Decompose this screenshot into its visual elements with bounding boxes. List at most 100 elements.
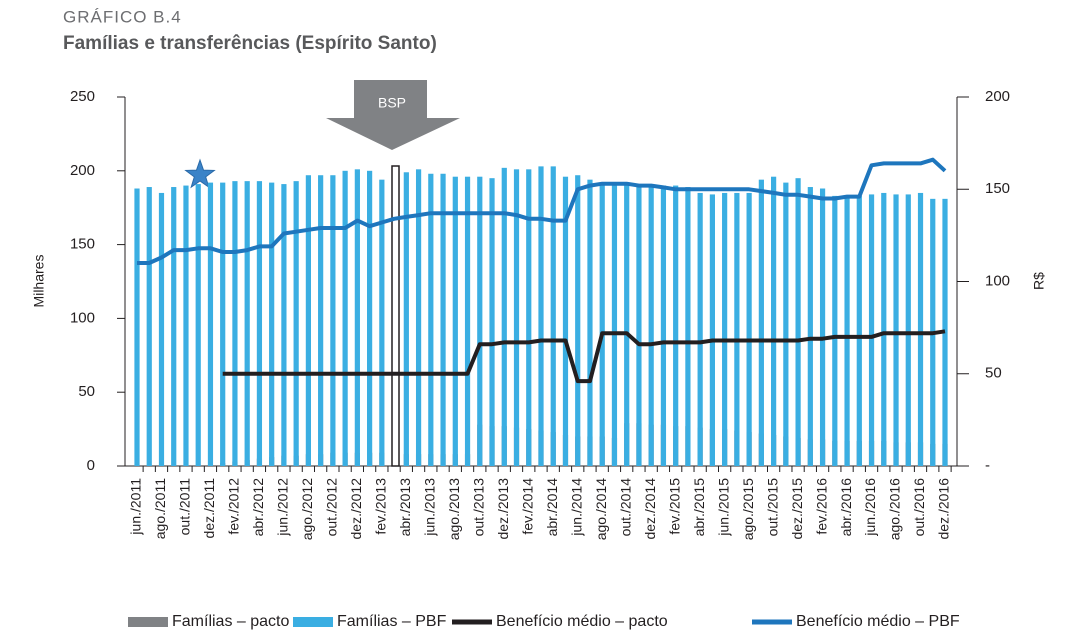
chart-subtitle: Famílias e transferências (Espírito Sant… [63,33,437,54]
x-tick-label: abr./2015 [691,478,707,537]
bar [881,192,887,466]
x-tick-label: dez./2015 [789,478,805,540]
bar [342,170,348,467]
star-marker [184,158,216,189]
bar [685,187,691,466]
bar [550,166,556,466]
bar [599,182,605,466]
bar [587,179,593,466]
bar [354,169,360,466]
x-tick-label: abr./2016 [838,478,854,537]
bar [440,173,446,466]
bar [562,176,569,467]
bar [611,182,618,466]
legend-swatch [293,617,333,627]
bar [905,194,911,466]
legend-label: Famílias – pacto [172,613,289,630]
bar [134,188,140,466]
bar [305,175,311,466]
x-tick-label: ago./2016 [887,478,903,540]
bar [917,192,924,466]
x-tick-label: jun./2013 [422,478,438,537]
bar [428,173,434,466]
bar [269,182,275,466]
bar [526,169,532,466]
x-tick-label: ago./2015 [740,478,756,540]
y-tick-label: 50 [78,383,95,400]
legend-swatch [128,617,168,627]
x-tick-label: jun./2014 [568,478,584,537]
bar [220,182,226,466]
bar [856,195,862,466]
x-tick-label: dez./2014 [642,478,658,540]
bar [330,175,336,466]
x-tick-label: fev./2012 [226,478,242,535]
x-tick-label: jun./2012 [275,478,291,537]
y2-tick-label: 100 [985,272,1010,289]
bar [709,194,715,466]
bar [868,194,875,466]
bar [819,188,826,466]
bar [636,184,642,467]
x-tick-label: fev./2015 [666,478,682,535]
bar [648,187,654,466]
bar [501,167,507,466]
x-tick-label: dez./2011 [201,478,217,539]
bar [158,192,165,466]
y-tick-label: 100 [70,309,95,326]
bar [367,170,373,467]
bar [832,195,838,466]
bar [513,169,520,466]
bar [403,172,409,466]
line [137,157,947,265]
x-tick-label: abr./2013 [397,478,413,537]
bar [538,166,544,466]
bar [783,182,789,466]
bar [758,179,764,466]
bar [281,184,287,467]
y-tick-label: 0 [87,457,95,474]
x-tick-label: out./2011 [177,478,193,536]
bar [624,184,630,467]
x-tick-label: dez./2012 [348,478,364,540]
bar [722,192,728,466]
bar [844,195,850,466]
bar [734,192,740,466]
bar [171,187,177,466]
arrow-shape [326,80,460,150]
y-axis-label: Milhares [31,255,47,308]
x-tick-label: out./2015 [764,478,780,537]
x-tick-label: fev./2013 [373,478,389,535]
bar [232,181,238,466]
x-tick-label: jun./2011 [128,478,144,536]
bar [379,179,385,466]
annotation: BSP [378,95,406,111]
legend-label: Famílias – PBF [337,613,447,630]
y2-tick-label: 150 [985,180,1010,197]
highlight-box [391,165,400,467]
legend-label: Benefício médio – PBF [796,613,960,630]
bar [575,175,581,466]
bar [477,176,483,467]
bar [207,182,214,466]
y-tick-label: 200 [70,162,95,179]
bar [464,176,471,467]
bar [771,176,777,467]
y2-tick-label: 200 [985,88,1010,105]
x-tick-label: jun./2016 [862,478,878,537]
legend-label: Benefício médio – pacto [496,613,668,630]
x-tick-label: jun./2015 [715,478,731,537]
line [222,329,946,384]
y2-axis-label: R$ [1031,272,1047,290]
bar [244,181,250,466]
y2-tick-label: - [985,457,990,474]
x-tick-label: fev./2016 [813,478,829,535]
bsp-arrow: BSP [326,80,460,150]
x-tick-label: ago./2013 [446,478,462,540]
x-tick-label: out./2012 [324,478,340,537]
x-tick-label: dez./2016 [936,478,952,540]
bar [318,175,324,466]
x-tick-label: ago./2011 [152,478,168,539]
chart-title: GRÁFICO B.4 [63,7,182,26]
